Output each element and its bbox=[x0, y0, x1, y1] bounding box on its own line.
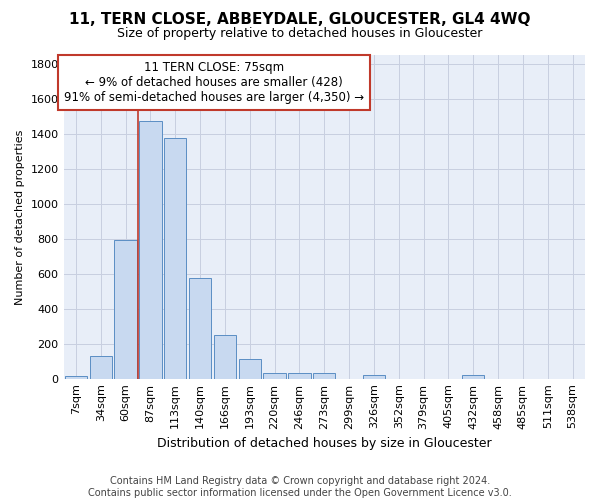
Bar bbox=[164, 138, 187, 378]
Text: Contains HM Land Registry data © Crown copyright and database right 2024.
Contai: Contains HM Land Registry data © Crown c… bbox=[88, 476, 512, 498]
Bar bbox=[313, 374, 335, 378]
Bar bbox=[189, 278, 211, 378]
Bar bbox=[239, 358, 261, 378]
Bar bbox=[363, 375, 385, 378]
Bar bbox=[462, 375, 484, 378]
Text: 11, TERN CLOSE, ABBEYDALE, GLOUCESTER, GL4 4WQ: 11, TERN CLOSE, ABBEYDALE, GLOUCESTER, G… bbox=[69, 12, 531, 28]
Y-axis label: Number of detached properties: Number of detached properties bbox=[15, 129, 25, 304]
Bar bbox=[139, 120, 161, 378]
Bar bbox=[263, 372, 286, 378]
Bar bbox=[65, 376, 87, 378]
Bar bbox=[214, 335, 236, 378]
Bar bbox=[89, 356, 112, 378]
Text: Size of property relative to detached houses in Gloucester: Size of property relative to detached ho… bbox=[118, 28, 482, 40]
Bar bbox=[288, 374, 311, 378]
Bar bbox=[115, 240, 137, 378]
X-axis label: Distribution of detached houses by size in Gloucester: Distribution of detached houses by size … bbox=[157, 437, 491, 450]
Text: 11 TERN CLOSE: 75sqm
← 9% of detached houses are smaller (428)
91% of semi-detac: 11 TERN CLOSE: 75sqm ← 9% of detached ho… bbox=[64, 60, 364, 104]
